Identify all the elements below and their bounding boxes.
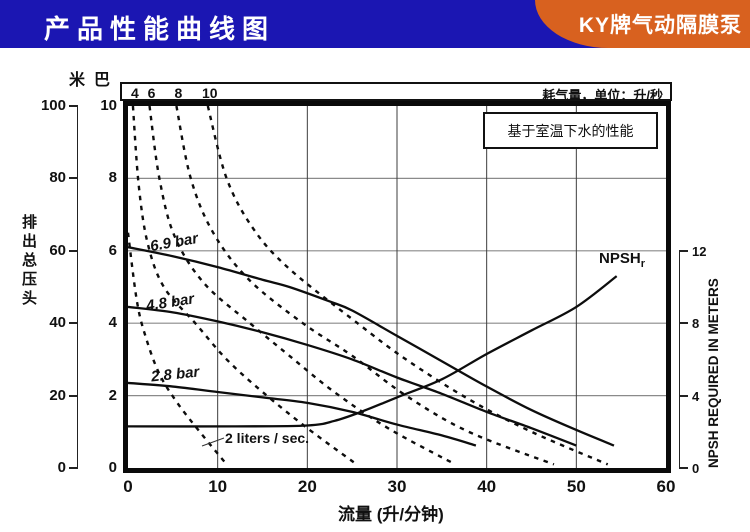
brand-badge-label: KY牌气动隔膜泵 [578, 14, 742, 37]
meters-tick-label: 100 [40, 97, 66, 114]
air-band-tick-label: 10 [202, 85, 218, 101]
head-curve-2.8bar [128, 381, 477, 447]
meters-tick-label: 80 [49, 169, 66, 187]
x-axis-title: 流量 (升/分钟) [338, 505, 444, 524]
air-curve-4 [131, 106, 358, 466]
page-header: KY牌气动隔膜泵 产品性能曲线图 [0, 0, 750, 48]
head-curve-4.8bar [128, 305, 577, 447]
npsh-tick-label: 8 [692, 316, 700, 332]
bar-tick-label: 2 [108, 386, 117, 404]
npsh-tick-label: 4 [692, 388, 700, 404]
y-axis-unit-bar: 巴 [94, 72, 111, 89]
head-curve-6.9bar [128, 246, 615, 447]
bar-tick-label: 10 [100, 97, 117, 114]
npsh-axis-title: NPSH REQUIRED IN METERS [706, 278, 721, 468]
meters-axis-tick [69, 249, 78, 252]
air-curve-2 [128, 232, 228, 466]
plot-area [128, 106, 666, 468]
x-tick-label: 30 [387, 477, 407, 496]
meters-axis-tick [69, 467, 78, 469]
air-consumption-unit-label: 耗气量，单位：升/秒 [542, 88, 663, 103]
note-box: 基于室温下水的性能 [483, 112, 658, 149]
npsh-axis-tick [679, 249, 688, 252]
air-curve-2lps-label: 2 liters / sec. [225, 430, 310, 446]
meters-tick-label: 60 [49, 241, 66, 259]
x-tick-label: 40 [477, 477, 497, 496]
meters-tick-label: 20 [49, 386, 66, 404]
meters-axis-tick [69, 105, 78, 107]
npsh-curve-label: NPSHr [599, 250, 645, 270]
npsh-axis-line [679, 250, 680, 468]
bar-tick-label: 0 [108, 459, 117, 476]
brand-badge: KY牌气动隔膜泵 [535, 0, 750, 48]
meters-axis-tick [69, 177, 78, 180]
npsh-tick-label: 0 [692, 461, 700, 476]
page-title: 产品性能曲线图 [44, 14, 276, 44]
meters-tick-label: 0 [57, 459, 66, 476]
bar-tick-label: 4 [108, 314, 117, 332]
npsh-axis-tick [679, 467, 688, 469]
npsh-axis-tick [679, 394, 688, 397]
air-band-tick-label: 4 [131, 85, 139, 101]
air-band-tick-label: 6 [147, 85, 156, 101]
x-tick-label: 0 [123, 477, 133, 496]
air-curve-6 [148, 106, 456, 466]
x-tick-label: 10 [208, 477, 228, 496]
npsh-tick-label: 12 [692, 243, 707, 259]
y-axis-unit-meters: 米 [69, 72, 86, 89]
air-curve-8 [175, 106, 555, 466]
meters-axis-tick [69, 322, 78, 325]
plot-border [123, 101, 671, 473]
air-curve-2lps-leader [201, 437, 225, 447]
x-tick-label: 50 [566, 477, 586, 496]
y-axis-title: 排出总压头 [20, 214, 37, 309]
bar-tick-label: 6 [108, 241, 117, 259]
npsh-axis-tick [679, 322, 688, 325]
meters-tick-label: 40 [49, 314, 66, 332]
air-band-tick-label: 8 [174, 85, 183, 101]
npsh-curve [128, 275, 618, 428]
x-tick-label: 60 [656, 477, 676, 496]
air-consumption-band: 耗气量，单位：升/秒 4 6 8 10 [120, 82, 672, 103]
meters-axis-line [77, 106, 78, 468]
meters-axis-tick [69, 394, 78, 397]
bar-tick-label: 8 [108, 169, 117, 187]
air-curve-10 [206, 106, 609, 466]
x-tick-label: 20 [297, 477, 317, 496]
